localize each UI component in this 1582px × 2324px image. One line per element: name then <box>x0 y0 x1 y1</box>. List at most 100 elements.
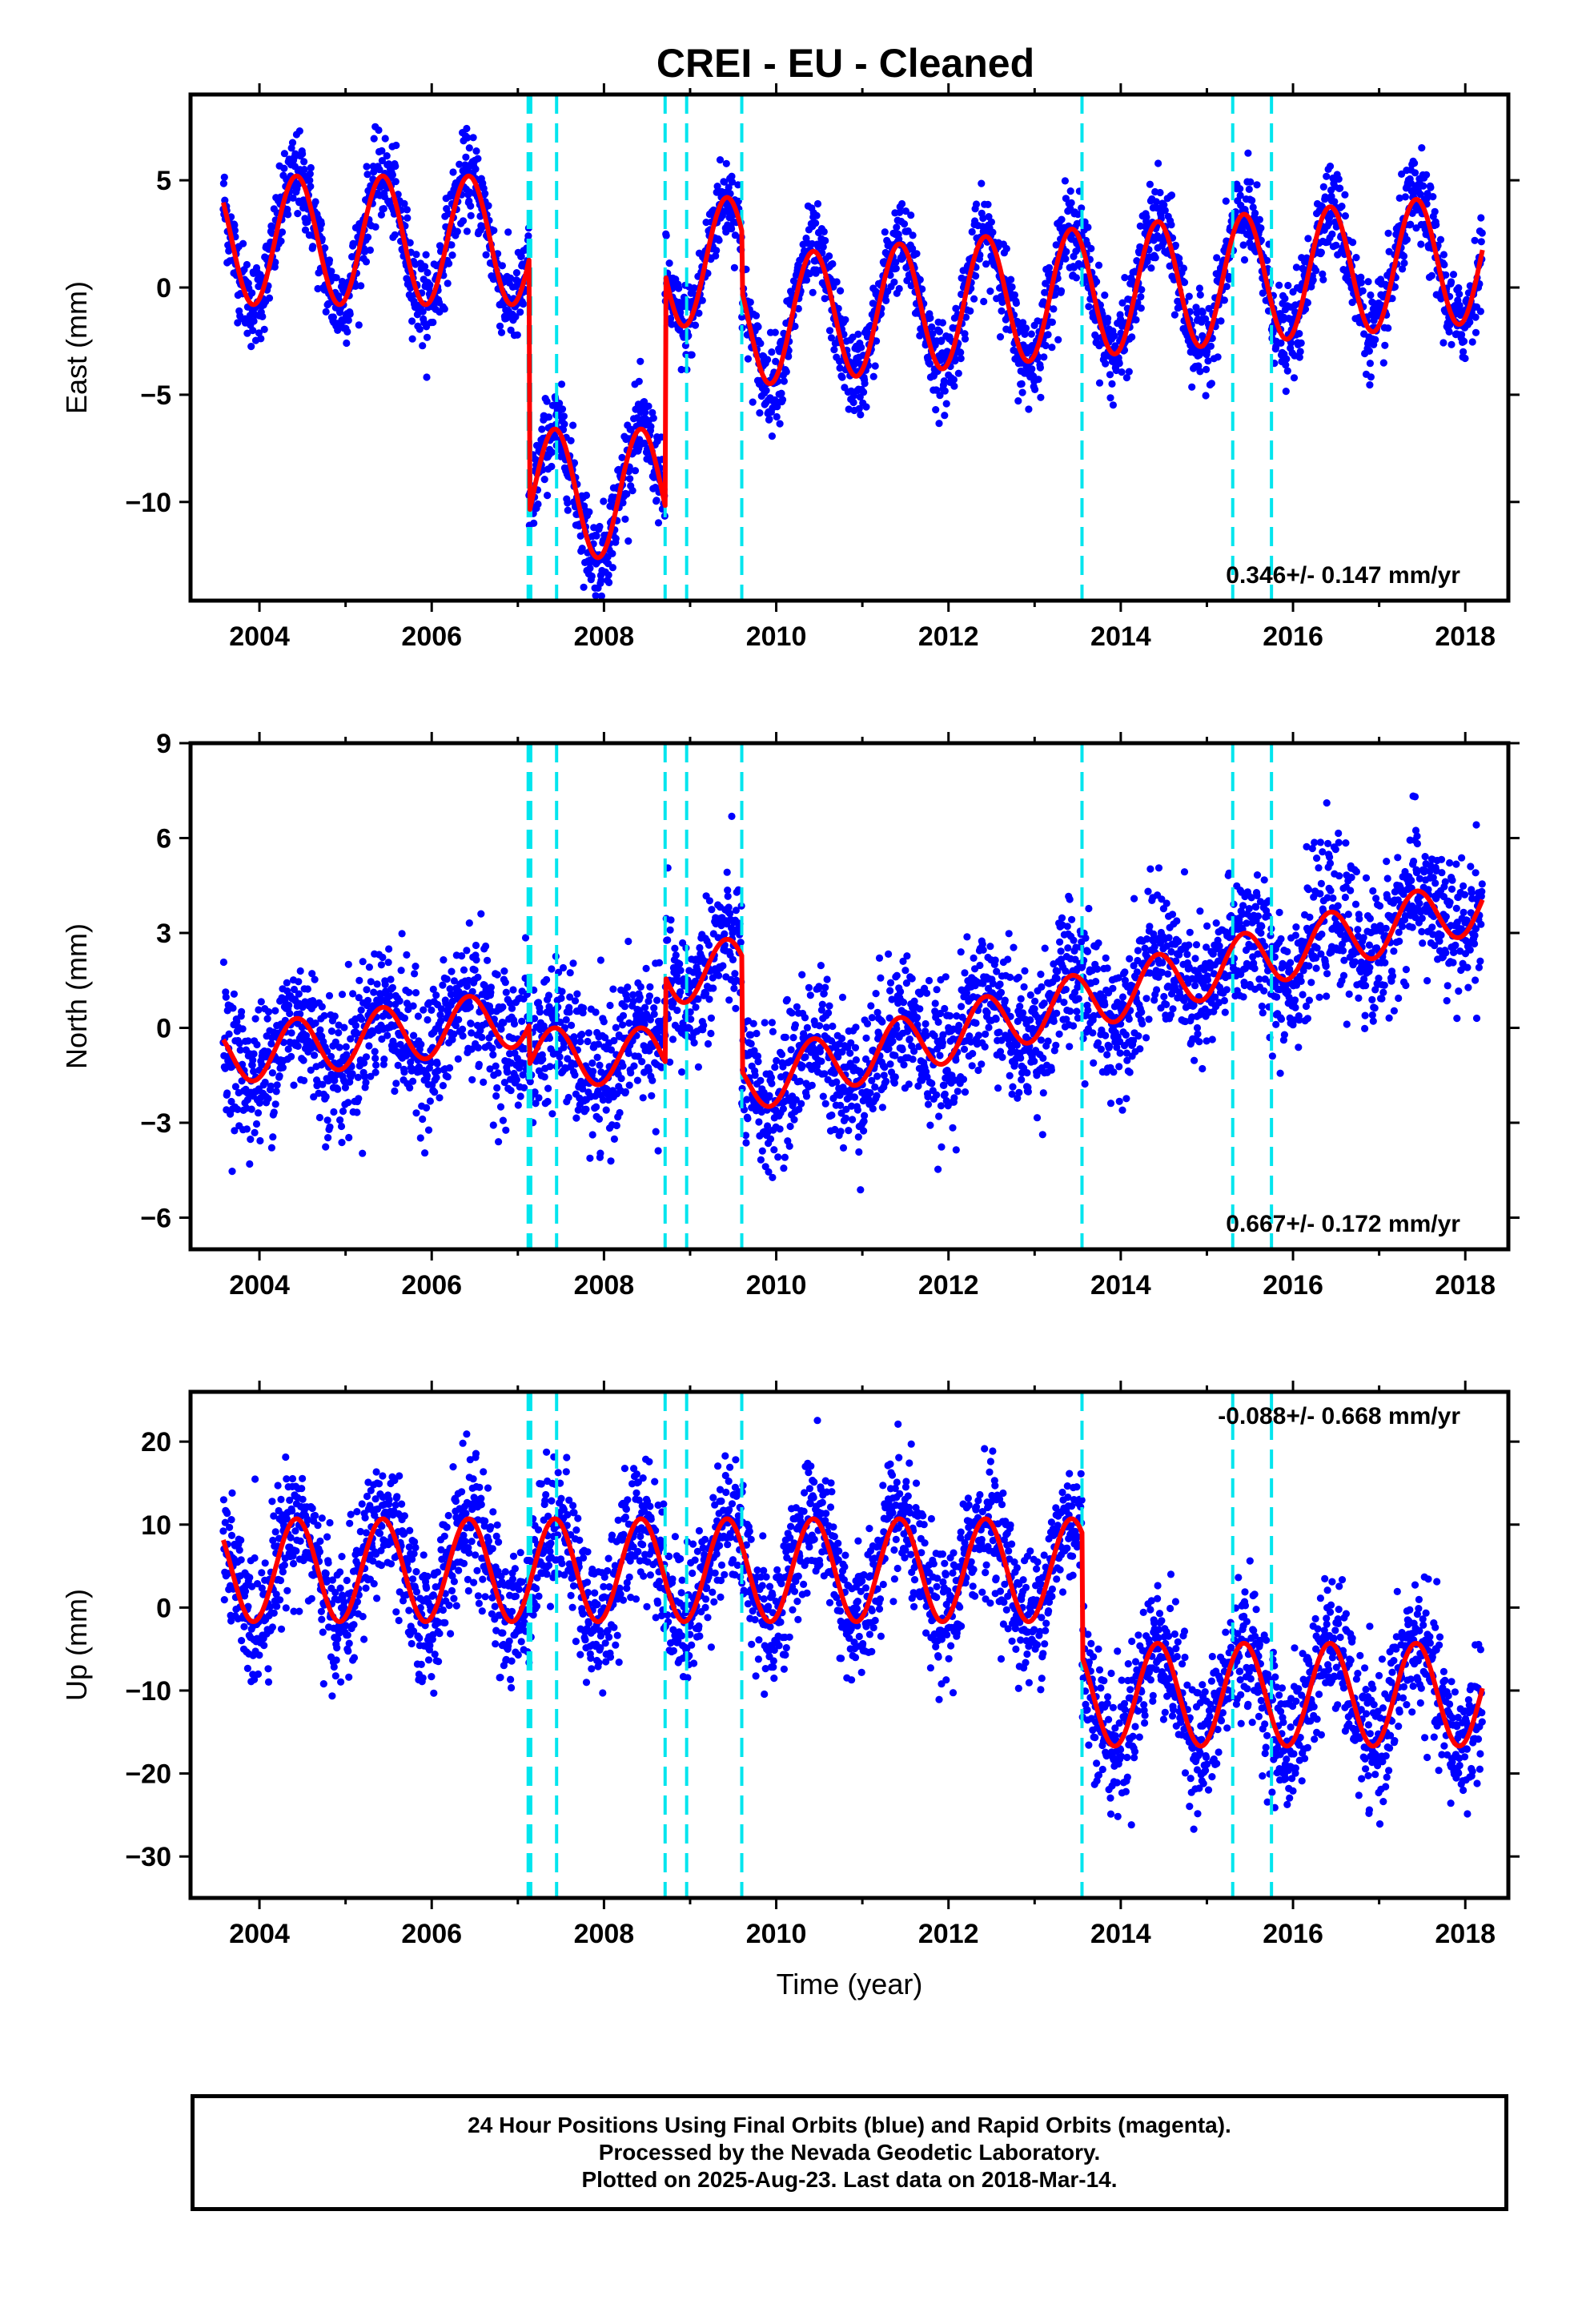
data-point <box>463 227 472 235</box>
data-point <box>1171 241 1179 249</box>
data-point <box>1014 397 1022 405</box>
data-point <box>688 351 696 359</box>
data-point <box>398 930 406 938</box>
data-point <box>1275 281 1283 289</box>
data-point <box>1440 260 1448 269</box>
data-point <box>275 1072 283 1080</box>
data-point <box>444 1073 452 1081</box>
data-point <box>448 241 456 249</box>
data-point <box>873 337 881 345</box>
data-point <box>494 1069 502 1077</box>
data-point <box>257 335 265 343</box>
data-point <box>1295 330 1303 338</box>
data-point <box>484 956 492 964</box>
data-point <box>815 983 823 991</box>
data-point <box>249 327 257 335</box>
data-point <box>778 396 787 404</box>
data-point <box>370 988 378 996</box>
data-point <box>548 965 556 973</box>
data-point <box>1417 240 1425 248</box>
data-point <box>566 969 574 977</box>
data-point <box>520 300 528 308</box>
data-point <box>604 571 612 579</box>
data-point <box>405 988 413 996</box>
data-point <box>334 1085 342 1093</box>
data-point <box>539 1055 547 1063</box>
data-point <box>1445 328 1453 336</box>
data-point <box>600 1018 608 1026</box>
data-point <box>803 1023 812 1031</box>
data-point <box>472 941 480 950</box>
data-point <box>1154 159 1162 167</box>
data-point <box>1399 252 1408 260</box>
data-point <box>436 1094 444 1102</box>
data-point <box>516 1092 524 1100</box>
data-point <box>408 1077 417 1085</box>
data-point <box>1018 380 1026 388</box>
east-scatter-points <box>219 123 1486 600</box>
figure-title: CREI - EU - Cleaned <box>656 41 1034 86</box>
data-point <box>300 166 308 174</box>
data-point <box>968 227 976 236</box>
data-point <box>303 218 311 226</box>
data-point <box>340 1023 348 1031</box>
data-point <box>1188 383 1196 391</box>
data-point <box>509 986 517 994</box>
data-point <box>355 1095 363 1103</box>
data-point <box>650 1010 658 1018</box>
data-point <box>271 1100 279 1108</box>
data-point <box>860 1127 868 1135</box>
data-point <box>448 251 456 259</box>
data-point <box>802 1092 811 1100</box>
data-point <box>419 1115 427 1124</box>
data-point <box>749 1019 757 1027</box>
data-point <box>1336 184 1344 192</box>
data-point <box>318 1003 326 1011</box>
data-point <box>373 980 381 988</box>
data-point <box>424 1126 433 1134</box>
data-point <box>780 1164 788 1172</box>
data-point <box>543 975 551 983</box>
data-point <box>1460 337 1468 345</box>
data-point <box>823 975 831 983</box>
data-point <box>621 1088 630 1096</box>
data-point <box>412 963 420 971</box>
data-point <box>504 1068 512 1076</box>
data-point <box>1244 149 1252 157</box>
data-point <box>1138 286 1146 294</box>
data-point <box>426 1097 435 1105</box>
data-point <box>713 183 721 191</box>
velocity-rate-label: 0.346+/- 0.147 mm/yr <box>1226 562 1460 589</box>
data-point <box>322 1092 330 1101</box>
data-point <box>467 211 475 219</box>
data-point <box>363 233 372 241</box>
data-point <box>567 436 575 444</box>
data-point <box>472 956 480 964</box>
data-point <box>326 1123 334 1131</box>
data-point <box>719 962 727 970</box>
data-point <box>752 312 761 320</box>
data-point <box>414 1012 423 1020</box>
data-point <box>396 997 404 1005</box>
data-point <box>882 296 890 304</box>
data-point <box>798 971 806 979</box>
data-point <box>1025 405 1033 413</box>
data-point <box>781 1153 789 1161</box>
data-point <box>1137 304 1145 312</box>
data-point <box>700 1021 708 1029</box>
data-point <box>909 244 917 253</box>
data-point <box>514 1101 522 1109</box>
data-point <box>267 1082 275 1090</box>
data-point <box>904 227 912 235</box>
data-point <box>819 1092 827 1100</box>
data-point <box>426 281 434 289</box>
data-point <box>957 348 965 356</box>
data-point <box>446 1063 454 1072</box>
data-point <box>1118 299 1126 307</box>
data-point <box>1104 315 1112 323</box>
data-point <box>392 1080 400 1088</box>
data-point <box>623 995 631 1003</box>
data-point <box>841 1114 849 1122</box>
data-point <box>950 382 958 390</box>
data-point <box>1472 313 1480 321</box>
